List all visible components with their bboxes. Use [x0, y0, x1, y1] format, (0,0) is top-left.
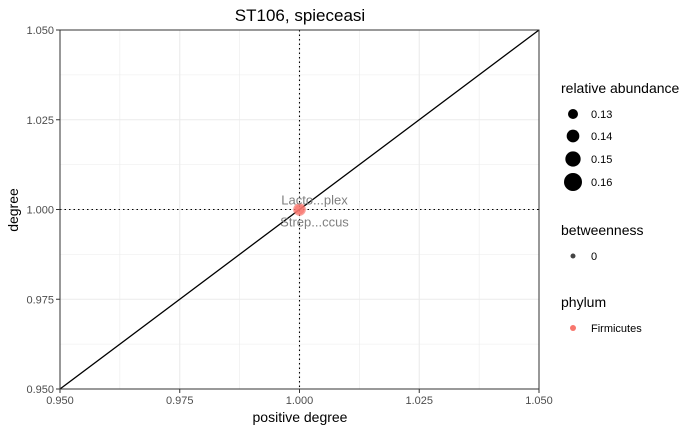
- y-axis: 0.950 0.975 1.000 1.025 1.050: [26, 25, 60, 396]
- legend-label-abundance: 0.14: [591, 131, 612, 143]
- legend-key-firmicutes: [570, 325, 576, 331]
- y-tick-label: 1.000: [26, 205, 54, 217]
- data-point-label: Lacto...plex: [281, 193, 348, 208]
- y-axis-title: degree: [5, 188, 21, 232]
- x-tick-label: 1.050: [525, 395, 553, 407]
- legend-key-abundance: [568, 109, 578, 119]
- y-tick-label: 0.950: [26, 384, 54, 396]
- x-tick-label: 1.000: [286, 395, 314, 407]
- data-point: [294, 204, 305, 215]
- legend-key-betweenness: [570, 253, 576, 259]
- legend-key-abundance: [564, 173, 582, 191]
- x-axis-title: positive degree: [253, 409, 348, 425]
- legend-abundance-keys: 0.13 0.14 0.15 0.16: [564, 109, 612, 191]
- x-tick-label: 0.975: [166, 395, 194, 407]
- legend-key-abundance: [565, 151, 581, 167]
- legend-title-abundance: relative abundance: [561, 80, 680, 96]
- legend-title-phylum: phylum: [561, 294, 606, 310]
- legend-label-abundance: 0.16: [591, 177, 612, 189]
- y-tick-label: 1.050: [26, 25, 54, 37]
- legend-title-betweenness: betweenness: [561, 222, 644, 238]
- data-points: Lacto...plex Strep...ccus: [280, 193, 349, 230]
- legend-label-betweenness: 0: [591, 251, 597, 263]
- x-tick-label: 0.950: [46, 395, 74, 407]
- legend-label-abundance: 0.13: [591, 109, 612, 121]
- chart-title: ST106, spieceasi: [235, 6, 365, 25]
- y-tick-label: 1.025: [26, 115, 54, 127]
- y-tick-label: 0.975: [26, 294, 54, 306]
- x-tick-label: 1.025: [405, 395, 433, 407]
- legend-label-abundance: 0.15: [591, 154, 612, 166]
- legend: relative abundance 0.13 0.14 0.15 0.16 betw…: [561, 80, 680, 335]
- data-point-label: Strep...ccus: [280, 215, 349, 230]
- legend-label-firmicutes: Firmicutes: [591, 323, 642, 335]
- x-axis: 0.950 0.975 1.000 1.025 1.050: [46, 389, 553, 407]
- legend-key-abundance: [566, 129, 580, 143]
